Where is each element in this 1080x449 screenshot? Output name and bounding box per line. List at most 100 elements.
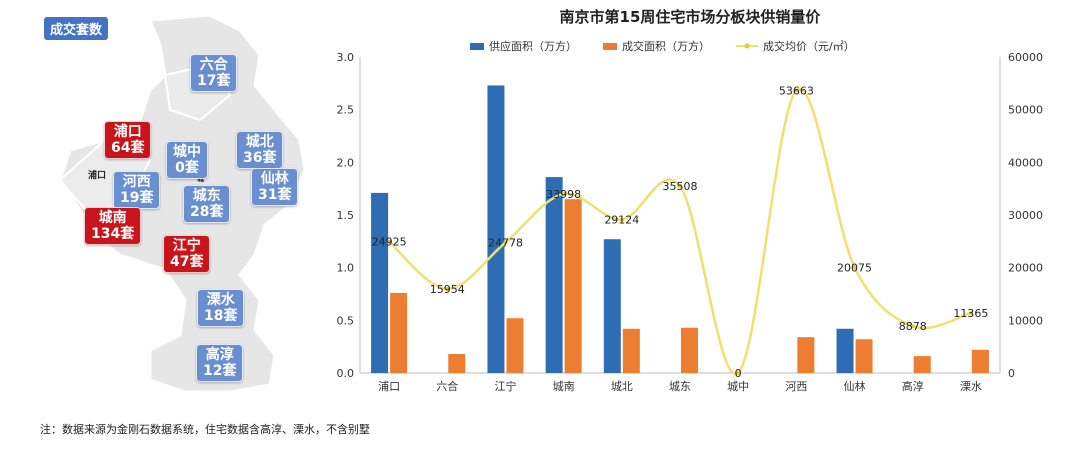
badge-lishui: 溧水 18套 [197, 289, 245, 327]
legend-price-swatch [736, 43, 758, 49]
legend-price: 成交均价（元/㎡） [736, 38, 855, 54]
badge-chengbei-name: 城北 [245, 134, 274, 150]
badge-jiangning-name: 江宁 [172, 238, 201, 254]
legend-deal: 成交面积（万方） [603, 38, 710, 54]
badge-jiangning-count: 47套 [170, 254, 204, 270]
y-left-tick-label: 1.0 [337, 262, 355, 275]
x-tick-label: 六合 [436, 379, 458, 393]
bar-deal [506, 318, 524, 373]
map-label-city-small: 城 [197, 175, 204, 183]
badge-luhe: 六合 17套 [190, 54, 238, 92]
badge-xianlin: 仙林 31套 [251, 168, 299, 206]
y-left-tick-label: 2.5 [337, 104, 355, 117]
price-data-label: 11365 [953, 307, 988, 320]
bar-deal [971, 349, 989, 373]
y-right-tick-label: 10000 [1008, 314, 1043, 327]
badge-chengnan-count: 134套 [91, 226, 135, 242]
price-point [445, 286, 450, 291]
price-data-label: 0 [735, 367, 742, 380]
map-label-pukou: 浦口 [88, 171, 107, 181]
price-data-label: 35508 [663, 180, 698, 193]
badge-hexi: 河西 19套 [113, 171, 161, 209]
x-tick-label: 城北 [611, 380, 633, 393]
legend-price-label: 成交均价（元/㎡） [763, 40, 855, 53]
legend-deal-swatch [603, 42, 617, 50]
badge-chengzhong: 城中 0套 [166, 141, 208, 179]
x-tick-label: 浦口 [378, 380, 400, 393]
bar-deal [448, 354, 466, 373]
bar-deal [681, 327, 698, 373]
district-map: 成交套数 浦口 城 六合 17套 浦口 64套 城中 0套 城北 36套 河西 … [0, 0, 340, 410]
bar-deal [855, 339, 873, 373]
badge-pukou: 浦口 64套 [104, 121, 152, 159]
x-tick-label: 河西 [785, 380, 807, 393]
badge-jiangning: 江宁 47套 [163, 235, 211, 273]
y-right-tick-label: 60000 [1008, 51, 1043, 64]
price-data-label: 24778 [488, 237, 523, 250]
badge-chengnan-name: 城南 [98, 210, 127, 226]
bar-supply [487, 85, 505, 373]
badge-luhe-name: 六合 [199, 57, 228, 73]
x-tick-label: 仙林 [844, 379, 866, 393]
legend-supply: 供应面积（万方） [470, 38, 577, 54]
legend-supply-label: 供应面积（万方） [489, 40, 577, 53]
badge-chengdong-name: 城东 [192, 188, 221, 204]
x-tick-label: 江宁 [494, 379, 516, 393]
badge-pukou-count: 64套 [111, 140, 145, 156]
badge-hexi-count: 19套 [120, 190, 154, 206]
price-point [561, 191, 566, 196]
badge-xianlin-name: 仙林 [260, 171, 289, 187]
badge-gaochun-count: 12套 [203, 363, 237, 379]
price-point [968, 311, 973, 316]
badge-chengbei-count: 36套 [243, 150, 277, 166]
price-point [852, 265, 857, 270]
chart-title: 南京市第15周住宅市场分板块供销量价 [559, 8, 821, 26]
price-point [794, 88, 799, 93]
badge-gaochun-name: 高淳 [205, 347, 234, 363]
badge-chengdong-count: 28套 [190, 204, 224, 220]
price-data-label: 8878 [899, 320, 927, 333]
badge-hexi-name: 河西 [122, 174, 151, 190]
price-data-label: 20075 [837, 261, 872, 274]
bar-deal [622, 328, 640, 373]
badge-chengzhong-count: 0套 [175, 160, 199, 176]
price-point [736, 371, 741, 375]
legend-deal-label: 成交面积（万方） [622, 40, 710, 53]
price-point [619, 217, 624, 222]
price-data-label: 53663 [779, 84, 814, 97]
y-left-tick-label: 0.5 [337, 314, 355, 327]
bar-supply [836, 328, 854, 373]
badge-xianlin-count: 31套 [258, 187, 292, 203]
x-tick-label: 城中 [727, 380, 749, 393]
price-point [503, 240, 508, 245]
price-point [387, 239, 392, 244]
x-tick-label: 溧水 [960, 379, 982, 393]
y-right-tick-label: 40000 [1008, 156, 1043, 169]
price-line [388, 87, 972, 376]
price-point [910, 324, 915, 329]
x-tick-label: 城南 [553, 380, 575, 393]
bar-supply [603, 239, 621, 373]
price-data-label: 24925 [372, 236, 407, 249]
price-data-label: 29124 [604, 214, 639, 227]
bar-deal [797, 337, 815, 373]
chart-legend: 供应面积（万方） 成交面积（万方） 成交均价（元/㎡） [470, 38, 855, 54]
y-left-tick-label: 0.0 [337, 367, 355, 380]
badge-gaochun: 高淳 12套 [196, 344, 244, 382]
badge-lishui-name: 溧水 [206, 292, 235, 308]
bar-deal [913, 356, 931, 373]
price-data-label: 33998 [546, 188, 581, 201]
footnote: 注：数据来源为金刚石数据系统，住宅数据含高淳、溧水，不含别墅 [40, 423, 370, 436]
badge-chengzhong-name: 城中 [173, 144, 201, 160]
bar-supply [545, 177, 563, 373]
badge-chengnan: 城南 134套 [84, 207, 142, 245]
x-tick-label: 城东 [669, 380, 691, 393]
bar-deal [390, 292, 408, 373]
badge-lishui-count: 18套 [204, 308, 238, 324]
x-tick-label: 高淳 [902, 379, 924, 393]
badge-luhe-count: 17套 [197, 73, 231, 89]
y-right-tick-label: 50000 [1008, 104, 1043, 117]
y-right-tick-label: 20000 [1008, 262, 1043, 275]
y-left-tick-label: 2.0 [337, 156, 355, 169]
